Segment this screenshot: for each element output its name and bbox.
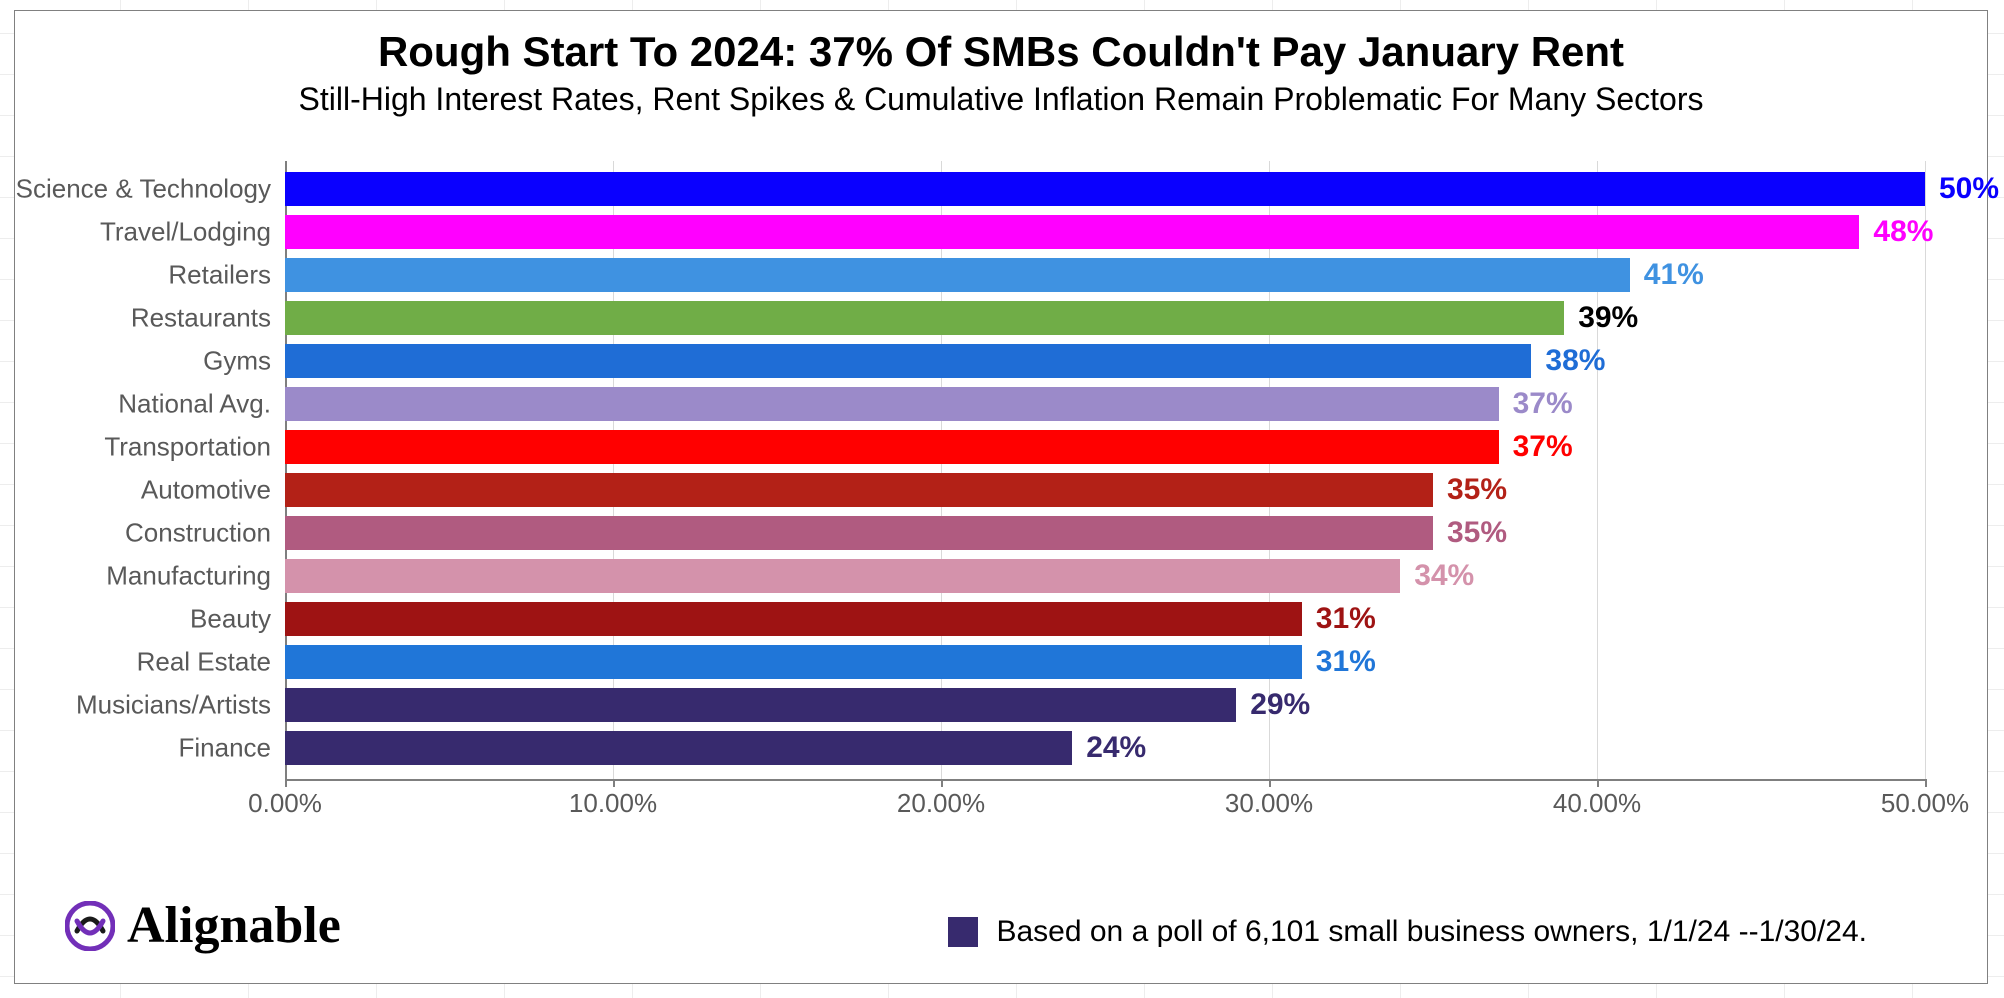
bar-value-label: 37% [1513, 430, 1573, 464]
bar-value-label: 35% [1447, 516, 1507, 550]
bar [285, 731, 1072, 765]
bar-row: 31% [285, 642, 1302, 682]
chart-footer: Alignable Based on a poll of 6,101 small… [55, 895, 1947, 955]
gridline [1925, 161, 1926, 781]
bar-value-label: 29% [1250, 688, 1310, 722]
bar [285, 172, 1925, 206]
plot-area: 0.00%10.00%20.00%30.00%40.00%50.00% 50%4… [285, 161, 1925, 831]
bar [285, 602, 1302, 636]
bar [285, 688, 1236, 722]
bar [285, 516, 1433, 550]
bars-container: 50%48%41%39%38%37%37%35%35%34%31%31%29%2… [285, 161, 1925, 781]
category-label: Manufacturing [106, 561, 271, 592]
category-label: Travel/Lodging [100, 217, 271, 248]
bar-row: 39% [285, 298, 1564, 338]
bar-row: 31% [285, 599, 1302, 639]
bar-row: 24% [285, 728, 1072, 768]
legend-swatch [948, 917, 978, 947]
bar-row: 37% [285, 384, 1499, 424]
category-label: Retailers [168, 260, 271, 291]
x-tick-mark [1925, 779, 1927, 787]
bar-value-label: 38% [1545, 344, 1605, 378]
bar-value-label: 39% [1578, 301, 1638, 335]
x-tick-label: 20.00% [897, 788, 985, 819]
x-tick-label: 10.00% [569, 788, 657, 819]
brand-name: Alignable [127, 896, 341, 955]
bar-row: 50% [285, 169, 1925, 209]
category-label: Gyms [203, 346, 271, 377]
bar [285, 387, 1499, 421]
bar [285, 215, 1859, 249]
category-label: Real Estate [137, 647, 271, 678]
category-label: Automotive [141, 475, 271, 506]
bar-row: 48% [285, 212, 1859, 252]
category-label: Transportation [104, 432, 271, 463]
bar-value-label: 50% [1939, 172, 1999, 206]
bar [285, 473, 1433, 507]
category-label: National Avg. [118, 389, 271, 420]
bar-value-label: 48% [1873, 215, 1933, 249]
chart-title: Rough Start To 2024: 37% Of SMBs Couldn'… [15, 29, 1987, 75]
x-tick-label: 40.00% [1553, 788, 1641, 819]
legend-text: Based on a poll of 6,101 small business … [996, 915, 1867, 949]
bar [285, 258, 1630, 292]
legend: Based on a poll of 6,101 small business … [948, 915, 1867, 949]
bar-row: 41% [285, 255, 1630, 295]
category-label: Construction [125, 518, 271, 549]
bar-value-label: 37% [1513, 387, 1573, 421]
brand: Alignable [65, 896, 341, 955]
bar [285, 430, 1499, 464]
bar-value-label: 34% [1414, 559, 1474, 593]
category-label: Finance [179, 733, 272, 764]
bar-value-label: 24% [1086, 731, 1146, 765]
bar-row: 29% [285, 685, 1236, 725]
bar-value-label: 41% [1644, 258, 1704, 292]
x-tick-label: 0.00% [248, 788, 322, 819]
bar [285, 344, 1531, 378]
category-label: Beauty [190, 604, 271, 635]
category-label: Restaurants [131, 303, 271, 334]
bar-value-label: 35% [1447, 473, 1507, 507]
bar [285, 301, 1564, 335]
bar-row: 35% [285, 513, 1433, 553]
x-tick-label: 30.00% [1225, 788, 1313, 819]
category-label: Science & Technology [16, 174, 271, 205]
bar-row: 35% [285, 470, 1433, 510]
x-tick-label: 50.00% [1881, 788, 1969, 819]
bar [285, 559, 1400, 593]
bar [285, 645, 1302, 679]
bar-value-label: 31% [1316, 645, 1376, 679]
bar-row: 38% [285, 341, 1531, 381]
chart-frame: Rough Start To 2024: 37% Of SMBs Couldn'… [14, 10, 1988, 984]
bar-value-label: 31% [1316, 602, 1376, 636]
brand-logo-icon [65, 901, 115, 951]
bar-row: 34% [285, 556, 1400, 596]
bar-row: 37% [285, 427, 1499, 467]
category-label: Musicians/Artists [76, 690, 271, 721]
chart-subtitle: Still-High Interest Rates, Rent Spikes &… [15, 81, 1987, 118]
